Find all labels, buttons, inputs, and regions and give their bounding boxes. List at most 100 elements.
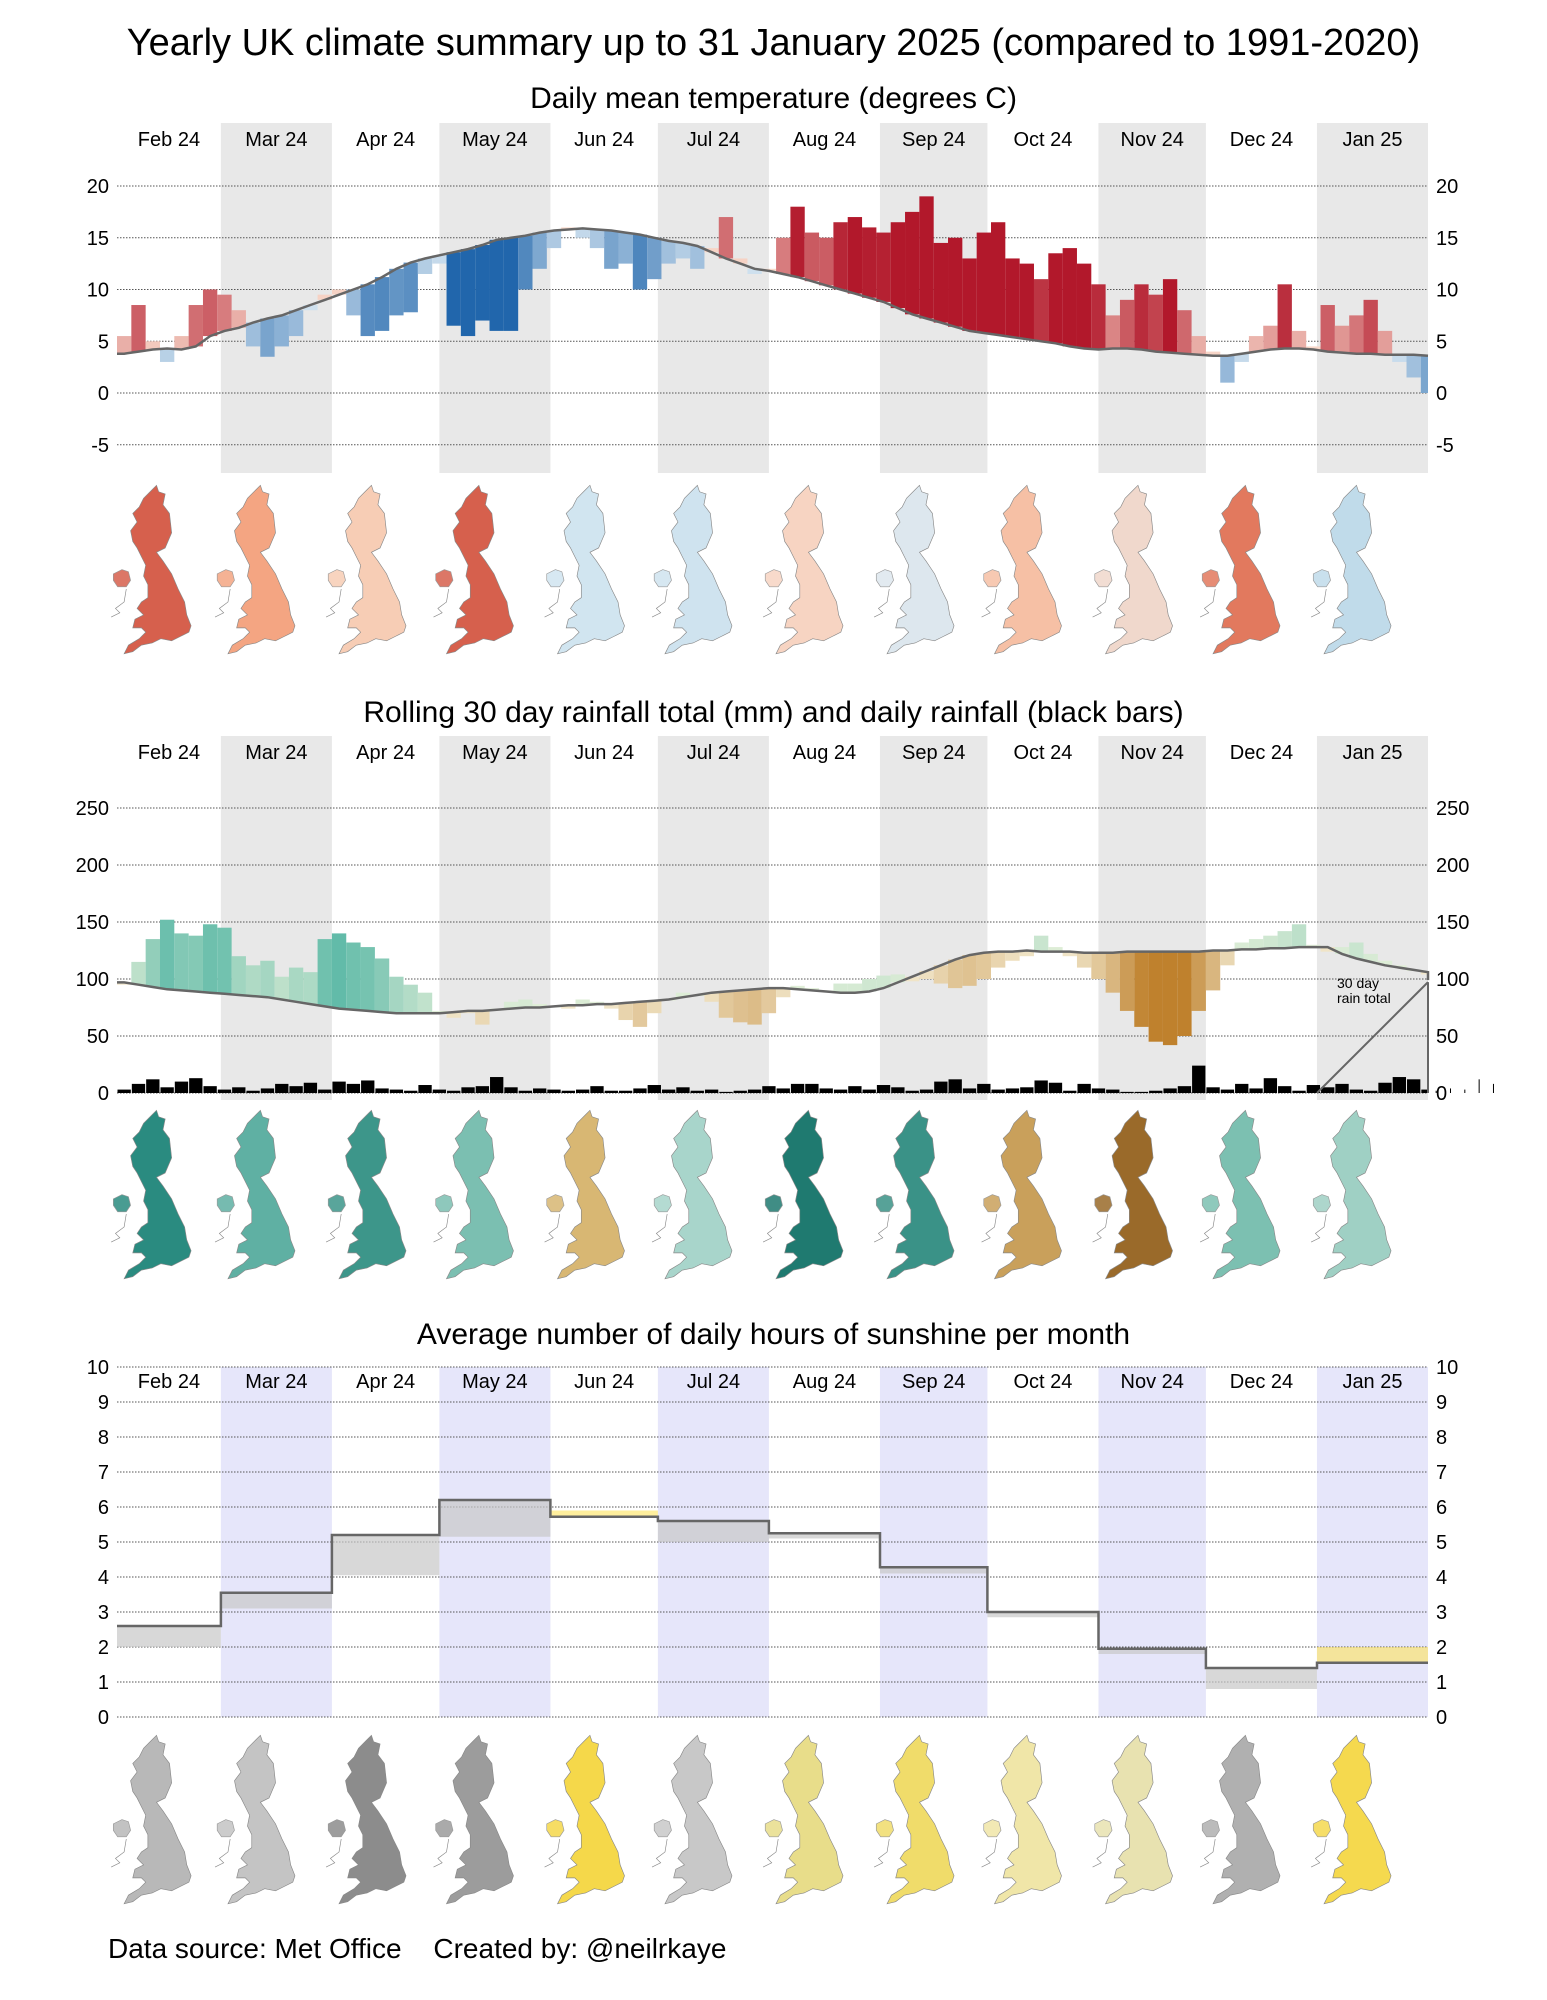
wet-anomaly-bar <box>131 961 146 985</box>
sunshine-map-gb <box>886 1734 955 1905</box>
sunshine-map-ni <box>1094 1819 1113 1838</box>
rainfall-map-gb <box>664 1109 733 1280</box>
dry-anomaly-bar <box>1148 951 1163 1042</box>
warm-anomaly-bar <box>1005 258 1020 338</box>
dry-anomaly-bar <box>1134 951 1149 1027</box>
warm-anomaly-bar <box>890 222 906 309</box>
daily-rainfall-bar <box>418 1085 432 1093</box>
warm-anomaly-bar <box>1119 299 1135 349</box>
daily-rainfall-bar <box>1492 1083 1494 1093</box>
daily-rainfall-bar <box>1192 1065 1206 1093</box>
daily-rainfall-bar <box>533 1088 547 1093</box>
wet-anomaly-bar <box>1277 931 1292 949</box>
y-tick-label-right: 4 <box>1436 1567 1447 1589</box>
dull-anomaly-bar <box>220 1592 332 1609</box>
month-band <box>657 123 769 473</box>
daily-rainfall-bar <box>1378 1082 1392 1093</box>
warm-anomaly-bar <box>1134 284 1149 350</box>
rainfall-map-ni <box>653 1194 672 1213</box>
month-label: Dec 24 <box>1230 1371 1293 1393</box>
temperature-map-gb <box>664 484 733 655</box>
y-tick-label-right: 9 <box>1436 1392 1447 1414</box>
warm-anomaly-bar <box>1148 294 1163 352</box>
daily-rainfall-bar <box>174 1081 189 1093</box>
average-rainfall-line <box>117 945 1430 1015</box>
rainfall-map-ireland-outline <box>651 1213 668 1243</box>
temperature-map <box>433 484 514 655</box>
sunshine-map-gb <box>123 1734 192 1905</box>
temperature-map <box>325 484 407 655</box>
month-band <box>1098 736 1206 1100</box>
rainfall-map <box>1199 1109 1281 1280</box>
y-tick-label-left: 10 <box>87 280 109 302</box>
dry-anomaly-bar <box>1076 952 1092 968</box>
daily-rainfall-bar <box>1149 1090 1163 1093</box>
sunshine-map <box>325 1734 407 1905</box>
sunshine-map-ni <box>435 1819 454 1838</box>
wet-anomaly-bar <box>890 974 906 983</box>
daily-rainfall-bar <box>1091 1088 1106 1093</box>
cold-anomaly-bar <box>503 237 519 331</box>
daily-rainfall-bar <box>303 1082 318 1093</box>
daily-rainfall-bar <box>246 1090 260 1093</box>
daily-rainfall-bar <box>948 1079 962 1093</box>
month-label: Oct 24 <box>1013 742 1072 764</box>
warm-anomaly-bar <box>1349 315 1364 354</box>
warm-anomaly-bar <box>188 305 203 347</box>
y-tick-label-left: 7 <box>98 1462 109 1484</box>
y-tick-label-right: 20 <box>1436 176 1458 198</box>
y-tick-label-right: 1 <box>1436 1672 1447 1694</box>
wet-anomaly-bar <box>675 992 691 998</box>
sunshine-map-gb <box>1212 1734 1281 1905</box>
temperature-map-gb <box>1212 484 1281 655</box>
sunshine-map-ni <box>327 1819 346 1838</box>
sunshine-map <box>651 1734 733 1905</box>
sunshine-map-ireland-outline <box>1092 1838 1109 1868</box>
temperature-map-gb <box>993 484 1062 655</box>
dull-anomaly-bar <box>117 1626 221 1647</box>
cold-anomaly-bar <box>675 242 691 259</box>
warm-anomaly-bar <box>131 305 146 352</box>
daily-rainfall-bar <box>1321 1087 1335 1093</box>
dull-anomaly-bar <box>768 1533 880 1539</box>
daily-rainfall-bar <box>318 1089 332 1093</box>
dry-anomaly-bar <box>761 988 777 1014</box>
dry-anomaly-bar <box>933 965 949 984</box>
rainfall-map-gb <box>556 1109 625 1280</box>
daily-rainfall-bar <box>891 1087 905 1093</box>
rainfall-map-ireland-outline <box>762 1213 779 1243</box>
month-label: Sep 24 <box>902 129 965 151</box>
rainfall-map-ireland-outline <box>1199 1213 1216 1243</box>
daily-rainfall-bar <box>1364 1090 1378 1093</box>
wet-anomaly-bar <box>862 979 877 992</box>
sunshine-map-gb <box>775 1734 844 1905</box>
y-tick-label-left: -5 <box>91 435 109 457</box>
cold-anomaly-bar <box>360 284 375 337</box>
temperature-map-ni <box>875 569 894 588</box>
rainfall-map-ni <box>1312 1194 1331 1213</box>
dry-anomaly-bar <box>1005 951 1020 961</box>
daily-rainfall-bar <box>1335 1083 1349 1093</box>
warm-anomaly-bar <box>1306 346 1321 350</box>
sunshine-chart-title: Average number of daily hours of sunshin… <box>416 1318 1131 1351</box>
cold-anomaly-bar <box>1220 355 1235 383</box>
rainfall-map-ireland-outline <box>544 1213 561 1243</box>
daily-rainfall-bar <box>404 1090 418 1093</box>
daily-rainfall-bar <box>704 1089 719 1093</box>
sunshine-map-gb <box>664 1734 733 1905</box>
temperature-map-ni <box>112 569 131 588</box>
month-label: Oct 24 <box>1013 1371 1072 1393</box>
temperature-map-ireland-outline <box>651 588 668 618</box>
wet-anomaly-bar <box>518 999 533 1008</box>
cold-anomaly-bar <box>389 268 404 316</box>
temperature-map <box>1310 484 1392 655</box>
rainfall-map <box>544 1109 625 1280</box>
sunshine-map-gb <box>227 1734 296 1905</box>
cold-anomaly-bar <box>374 277 390 331</box>
rainfall-map-gb <box>1323 1109 1392 1280</box>
month-label: Jul 24 <box>687 129 740 151</box>
cold-anomaly-bar <box>245 322 261 347</box>
wet-anomaly-bar <box>1334 947 1350 954</box>
dry-anomaly-bar <box>991 951 1006 968</box>
month-label: May 24 <box>462 1371 528 1393</box>
